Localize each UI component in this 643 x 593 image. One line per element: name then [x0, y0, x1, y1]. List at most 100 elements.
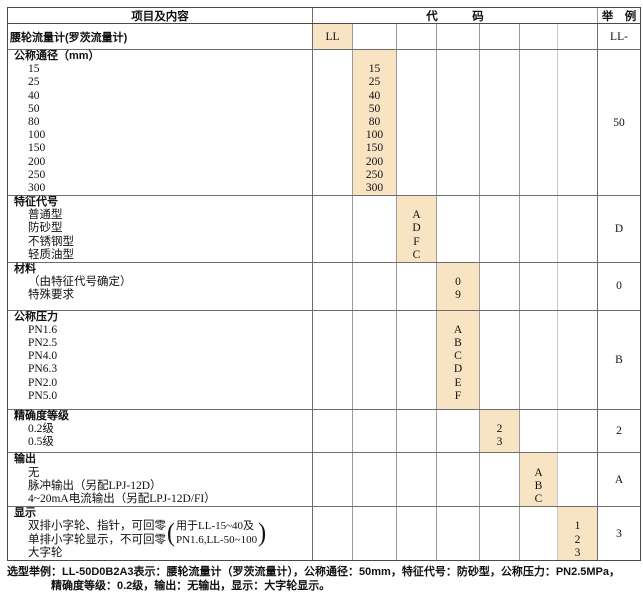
code-value: 150	[365, 142, 384, 155]
section-title: 显示	[14, 507, 36, 520]
code-value: F	[454, 389, 462, 402]
code-value: 1	[574, 520, 581, 533]
product-name: 腰轮流量计(罗茨流量计)	[8, 24, 313, 49]
item-label: 50	[28, 102, 40, 115]
item-label: 无	[28, 466, 40, 479]
section-title: 特征代号	[14, 196, 58, 209]
example-value-feature: D	[614, 223, 624, 236]
item-label: 40	[28, 89, 40, 102]
item-label: PN6.3	[28, 363, 58, 376]
item-label: 150	[28, 142, 46, 155]
item-label: 双排小字轮、指针，可回零	[28, 520, 166, 533]
item-label: 普通型	[28, 209, 63, 222]
code-value: 3	[496, 436, 503, 449]
code-cell-output: A B C	[520, 453, 558, 507]
code-value: 250	[365, 168, 384, 181]
section-diameter: 公称通径（mm） 15 25 40 50 80 100 150 200 250 …	[8, 49, 640, 196]
item-label: 防砂型	[28, 222, 63, 235]
example-value-material: 0	[616, 280, 622, 293]
item-label: PN2.5	[28, 336, 58, 349]
item-label: 80	[28, 115, 40, 128]
code-cell-diameter: 15 25 40 50 80 100 150 200 250 300	[353, 50, 397, 196]
example-value-pressure: B	[615, 353, 623, 366]
code-cell-product: LL	[313, 24, 353, 49]
display-options-group: 双排小字轮、指针，可回零 单排小字轮显示，不可回零 ( 用于LL-15~40及 …	[8, 518, 312, 548]
code-value: A	[453, 323, 463, 336]
item-label: （由特征代号确定）	[28, 276, 132, 289]
section-title: 材料	[14, 263, 36, 275]
item-label: 大字轮	[28, 546, 63, 559]
code-cell-pressure: A B C D E F	[437, 310, 480, 409]
item-label: 脉冲输出（另配LPJ-12D）	[28, 479, 162, 492]
code-value: A	[412, 209, 421, 222]
item-label: PN5.0	[28, 389, 58, 402]
section-material: 材料 （由特征代号确定） 特殊要求 0 9 0	[8, 262, 640, 310]
item-label: 100	[28, 129, 46, 142]
code-value: 100	[365, 129, 384, 142]
code-value: B	[534, 479, 543, 492]
item-label: 特殊要求	[28, 289, 74, 302]
note-text: PN1.6,LL-50~100	[176, 533, 258, 546]
section-display: 显示 双排小字轮、指针，可回零 单排小字轮显示，不可回零 ( 用于LL-15~4…	[8, 506, 640, 560]
section-pressure: 公称压力 PN1.6 PN2.5 PN4.0 PN6.3 PN2.0 PN5.0…	[8, 309, 640, 409]
code-cell-material: 0 9	[437, 263, 480, 310]
code-value: C	[454, 350, 462, 363]
code-value: 9	[455, 289, 461, 302]
code-value: 80	[368, 115, 381, 128]
code-value: D	[453, 363, 463, 376]
section-title: 精确度等级	[14, 409, 69, 422]
item-label: 0.2级	[28, 423, 54, 436]
item-label: 单排小字轮显示，不可回零	[28, 533, 166, 546]
selection-code-table: 项目及内容 代 码 举 例 腰轮流量计(罗茨流量计) LL LL- 公称通径（m…	[7, 7, 641, 561]
section-title: 公称压力	[14, 310, 58, 323]
big-close-paren: )	[258, 518, 267, 548]
item-label: 300	[28, 181, 46, 194]
code-value: C	[412, 248, 421, 261]
code-cell-feature: A D F C	[397, 196, 437, 262]
example-value-output: A	[614, 473, 624, 486]
example-value-display: 3	[616, 527, 622, 540]
header-items-label: 项目及内容	[8, 8, 313, 23]
code-value: 2	[496, 423, 503, 436]
example-value-diameter: 50	[613, 116, 625, 129]
code-cell-accuracy: 2 3	[480, 409, 520, 453]
code-value: 50	[368, 102, 381, 115]
note-text: 用于LL-15~40及	[176, 520, 255, 533]
code-value: 3	[574, 546, 581, 559]
code-value: D	[412, 222, 421, 235]
code-cell-display: 1 2 3	[558, 507, 598, 560]
header-code-label: 代 码	[313, 8, 598, 23]
item-label: PN1.6	[28, 323, 58, 336]
item-label: 4~20mA电流输出（另配LPJ-12D/FI）	[28, 493, 216, 505]
item-label: 轻质油型	[28, 248, 74, 261]
section-accuracy: 精确度等级 0.2级 0.5级 2 3 2	[8, 408, 640, 453]
code-value: 40	[368, 89, 381, 102]
item-label: 15	[28, 63, 40, 76]
section-title: 公称通径（mm）	[14, 50, 100, 62]
section-output: 输出 无 脉冲输出（另配LPJ-12D） 4~20mA电流输出（另配LPJ-12…	[8, 452, 640, 507]
big-open-paren: (	[167, 518, 175, 548]
section-feature: 特征代号 普通型 防砂型 不锈钢型 轻质油型 A D F C D	[8, 195, 640, 262]
note-line-1: 选型举例：LL-50D0B2A3表示：腰轮流量计（罗茨流量计），公称通径：50m…	[7, 565, 621, 578]
item-label: PN4.0	[28, 350, 58, 363]
item-label: 不锈钢型	[28, 235, 74, 248]
header-example-label: 举 例	[601, 10, 637, 23]
code-value: 2	[574, 533, 581, 546]
code-value: F	[413, 235, 420, 248]
section-title: 输出	[14, 453, 36, 466]
code-value: B	[454, 336, 462, 349]
code-value: 15	[368, 63, 381, 76]
item-label: 250	[28, 168, 46, 181]
selection-example-note: 选型举例：LL-50D0B2A3表示：腰轮流量计（罗茨流量计），公称通径：50m…	[7, 565, 641, 593]
item-label: PN2.0	[28, 376, 58, 389]
code-value: 200	[365, 155, 384, 168]
note-line-2: 精确度等级：0.2级，输出：无输出，显示：大字轮显示。	[51, 579, 331, 592]
example-value-accuracy: 2	[616, 425, 622, 438]
section-product: 腰轮流量计(罗茨流量计) LL LL-	[8, 24, 640, 49]
code-value: 300	[365, 181, 384, 194]
code-value: E	[454, 376, 462, 389]
code-value: 0	[455, 276, 461, 289]
code-value: A	[534, 466, 543, 479]
table-header-row: 项目及内容 代 码 举 例	[8, 8, 640, 24]
